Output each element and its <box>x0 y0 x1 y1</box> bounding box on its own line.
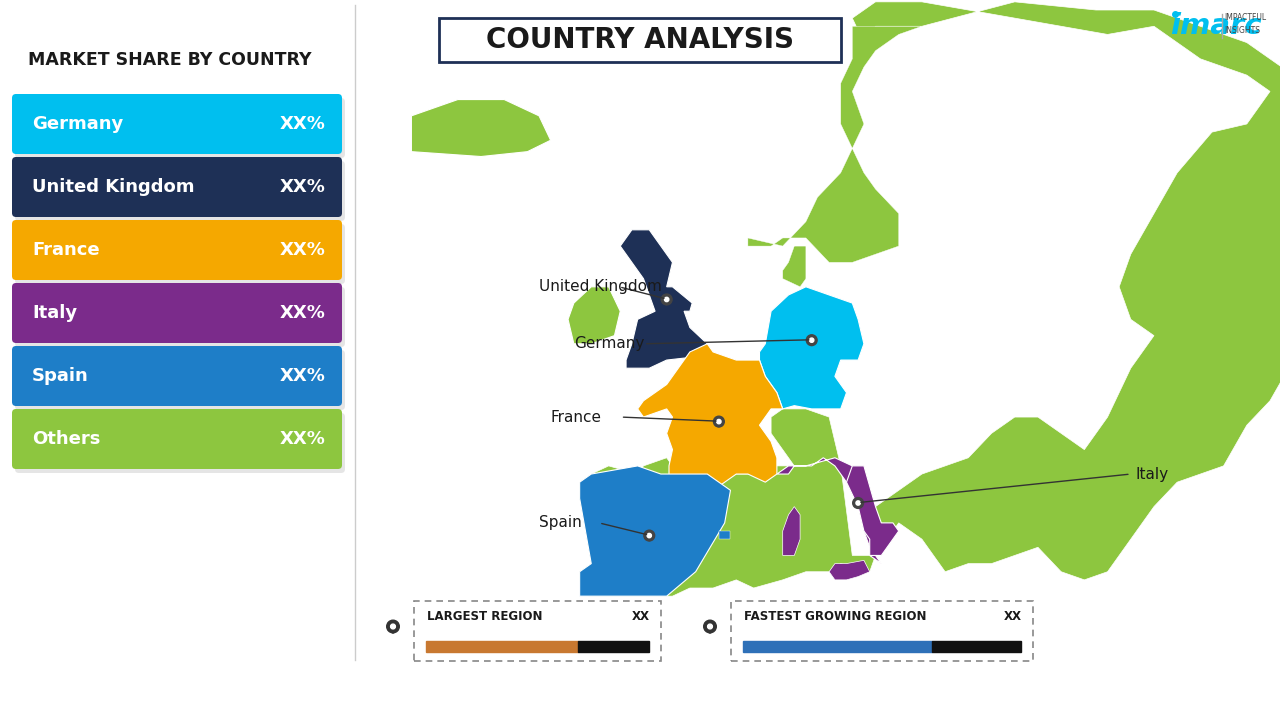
FancyBboxPatch shape <box>12 157 342 217</box>
FancyBboxPatch shape <box>15 413 346 473</box>
Text: France: France <box>32 241 100 259</box>
Polygon shape <box>580 466 731 596</box>
FancyBboxPatch shape <box>15 350 346 410</box>
Text: XX%: XX% <box>280 115 326 133</box>
Text: XX: XX <box>632 610 650 623</box>
Polygon shape <box>580 2 1280 596</box>
Circle shape <box>387 620 399 633</box>
Text: Germany: Germany <box>573 336 644 351</box>
Polygon shape <box>829 560 869 580</box>
FancyBboxPatch shape <box>15 98 346 158</box>
Text: XX%: XX% <box>280 304 326 322</box>
Text: imarc: imarc <box>1170 12 1262 40</box>
Text: XX%: XX% <box>280 178 326 196</box>
Circle shape <box>713 416 724 427</box>
Circle shape <box>648 534 652 538</box>
Text: United Kingdom: United Kingdom <box>539 279 662 294</box>
Polygon shape <box>806 343 817 346</box>
Text: XX%: XX% <box>280 430 326 448</box>
Text: FASTEST GROWING REGION: FASTEST GROWING REGION <box>744 610 927 623</box>
Text: France: France <box>550 410 602 425</box>
Circle shape <box>852 498 864 508</box>
FancyBboxPatch shape <box>731 601 1033 661</box>
Bar <box>742 641 932 652</box>
Bar <box>932 641 1021 652</box>
Circle shape <box>662 294 672 305</box>
Polygon shape <box>714 424 723 428</box>
Polygon shape <box>782 246 806 287</box>
Text: United Kingdom: United Kingdom <box>32 178 195 196</box>
Text: Others: Others <box>32 430 100 448</box>
Circle shape <box>704 620 717 633</box>
Polygon shape <box>846 466 899 555</box>
Polygon shape <box>782 507 800 555</box>
Text: XX: XX <box>1004 610 1021 623</box>
Text: XX%: XX% <box>280 367 326 385</box>
Bar <box>577 641 649 652</box>
Text: IMPACTFUL
INSIGHTS: IMPACTFUL INSIGHTS <box>1224 13 1266 35</box>
Polygon shape <box>411 99 550 156</box>
FancyBboxPatch shape <box>15 161 346 221</box>
FancyBboxPatch shape <box>12 94 342 154</box>
Polygon shape <box>759 287 864 409</box>
Circle shape <box>390 624 396 629</box>
Polygon shape <box>568 287 621 343</box>
Circle shape <box>708 624 713 629</box>
Circle shape <box>644 530 654 541</box>
FancyBboxPatch shape <box>12 220 342 280</box>
FancyBboxPatch shape <box>413 601 660 661</box>
FancyBboxPatch shape <box>439 18 841 62</box>
Polygon shape <box>388 629 398 634</box>
Text: Italy: Italy <box>1135 467 1169 482</box>
Text: Spain: Spain <box>539 516 582 531</box>
Polygon shape <box>662 302 672 305</box>
Text: LARGEST REGION: LARGEST REGION <box>428 610 543 623</box>
Circle shape <box>664 297 669 302</box>
Circle shape <box>809 338 814 342</box>
FancyBboxPatch shape <box>15 287 346 347</box>
Circle shape <box>806 335 817 346</box>
Text: COUNTRY ANALYSIS: COUNTRY ANALYSIS <box>486 26 794 54</box>
Text: Italy: Italy <box>32 304 77 322</box>
Polygon shape <box>637 343 782 490</box>
Bar <box>426 641 577 652</box>
Polygon shape <box>621 230 710 368</box>
Polygon shape <box>854 505 863 509</box>
Text: Germany: Germany <box>32 115 123 133</box>
Text: XX%: XX% <box>280 241 326 259</box>
Polygon shape <box>748 27 922 262</box>
Polygon shape <box>719 531 731 539</box>
Circle shape <box>717 420 721 424</box>
FancyBboxPatch shape <box>15 224 346 284</box>
Text: Spain: Spain <box>32 367 88 385</box>
FancyBboxPatch shape <box>12 283 342 343</box>
FancyBboxPatch shape <box>12 346 342 406</box>
Text: MARKET SHARE BY COUNTRY: MARKET SHARE BY COUNTRY <box>28 51 311 69</box>
Polygon shape <box>777 458 882 564</box>
Polygon shape <box>644 538 654 541</box>
Circle shape <box>856 501 860 505</box>
FancyBboxPatch shape <box>12 409 342 469</box>
Polygon shape <box>704 629 716 634</box>
